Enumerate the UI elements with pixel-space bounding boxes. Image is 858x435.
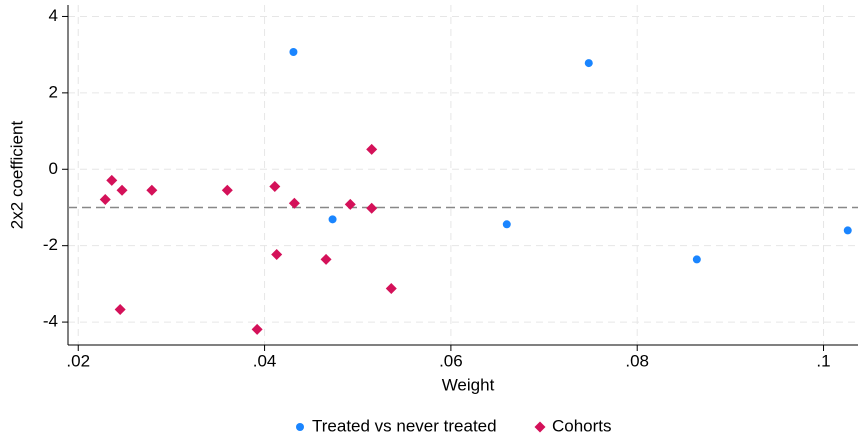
x-tick-label: .1 bbox=[816, 351, 830, 370]
circle-point bbox=[296, 423, 304, 431]
diamond-point bbox=[116, 184, 128, 196]
x-axis-label: Weight bbox=[442, 375, 495, 394]
legend-label: Treated vs never treated bbox=[312, 416, 497, 435]
diamond-point bbox=[251, 323, 263, 335]
circle-point bbox=[843, 226, 852, 235]
x-tick-label: .08 bbox=[625, 351, 649, 370]
y-tick-label: 4 bbox=[49, 6, 58, 25]
diamond-point bbox=[269, 180, 281, 192]
y-axis-label: 2x2 coefficient bbox=[7, 121, 26, 230]
diamond-point bbox=[366, 143, 378, 155]
x-tick-label: .02 bbox=[66, 351, 90, 370]
diamond-point bbox=[344, 198, 356, 210]
diamond-point bbox=[534, 421, 546, 433]
y-tick-label: -4 bbox=[43, 312, 58, 331]
circle-point bbox=[289, 47, 298, 56]
circle-point bbox=[584, 59, 593, 68]
diamond-point bbox=[288, 197, 300, 209]
circle-point bbox=[692, 255, 701, 264]
x-tick-label: .06 bbox=[439, 351, 463, 370]
diamond-point bbox=[366, 202, 378, 214]
diamond-point bbox=[114, 303, 126, 315]
diamond-point bbox=[146, 184, 158, 196]
diamond-point bbox=[385, 282, 397, 294]
circle-point bbox=[328, 215, 337, 224]
circle-point bbox=[502, 220, 511, 229]
diamond-point bbox=[106, 174, 118, 186]
y-tick-label: -2 bbox=[43, 235, 58, 254]
diamond-point bbox=[271, 248, 283, 260]
diamond-point bbox=[320, 253, 332, 265]
y-tick-label: 0 bbox=[49, 159, 58, 178]
y-tick-label: 2 bbox=[49, 82, 58, 101]
x-tick-label: .04 bbox=[253, 351, 277, 370]
diamond-point bbox=[99, 193, 111, 205]
diamond-point bbox=[221, 184, 233, 196]
legend-label: Cohorts bbox=[552, 416, 612, 435]
